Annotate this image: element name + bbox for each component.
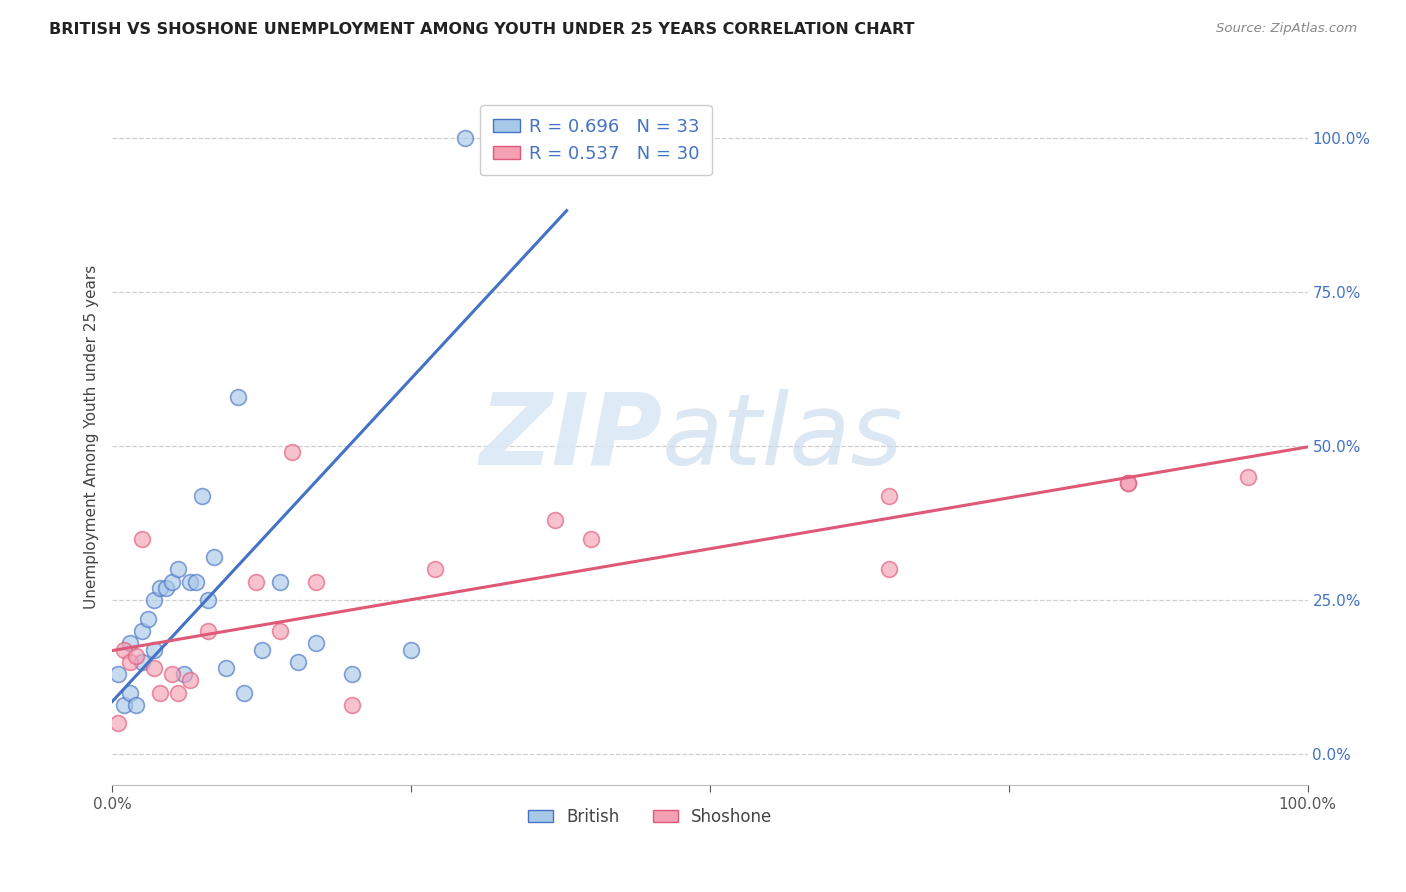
Point (167, 562, 190, 576)
Point (179, 673, 201, 688)
Point (114, 642, 135, 657)
Point (162, 667, 183, 681)
Point (226, 390, 249, 404)
Text: atlas: atlas (662, 389, 904, 485)
Text: ZIP: ZIP (479, 389, 662, 485)
Point (173, 667, 195, 681)
Point (107, 667, 129, 681)
Point (107, 716, 129, 731)
Point (120, 655, 142, 669)
Point (131, 624, 153, 638)
Point (305, 636, 328, 650)
Point (287, 655, 309, 669)
Point (149, 685, 172, 699)
Point (125, 648, 148, 663)
Y-axis label: Unemployment Among Youth under 25 years: Unemployment Among Youth under 25 years (83, 265, 98, 609)
Point (202, 550, 225, 565)
Point (555, 131, 578, 145)
Point (281, 445, 304, 459)
Point (125, 698, 148, 712)
Point (1118, 476, 1140, 491)
Point (138, 612, 160, 626)
Legend: British, Shoshone: British, Shoshone (522, 801, 779, 832)
Point (425, 562, 447, 576)
Point (1118, 476, 1140, 491)
Point (114, 698, 135, 712)
Point (879, 562, 901, 576)
Point (340, 667, 363, 681)
Point (269, 574, 291, 589)
Point (155, 581, 177, 595)
Point (1237, 470, 1260, 484)
Point (454, 131, 477, 145)
Text: BRITISH VS SHOSHONE UNEMPLOYMENT AMONG YOUTH UNDER 25 YEARS CORRELATION CHART: BRITISH VS SHOSHONE UNEMPLOYMENT AMONG Y… (49, 22, 915, 37)
Point (120, 685, 142, 699)
Point (489, 131, 512, 145)
Point (233, 685, 256, 699)
Point (131, 655, 153, 669)
Point (250, 642, 273, 657)
Point (167, 685, 190, 699)
Point (191, 489, 214, 503)
Point (245, 574, 267, 589)
Text: Source: ZipAtlas.com: Source: ZipAtlas.com (1216, 22, 1357, 36)
Point (143, 593, 166, 607)
Point (179, 574, 201, 589)
Point (120, 636, 142, 650)
Point (340, 698, 363, 712)
Point (543, 513, 565, 527)
Point (197, 624, 219, 638)
Point (143, 661, 166, 675)
Point (215, 661, 238, 675)
Point (131, 532, 153, 546)
Point (579, 532, 602, 546)
Point (401, 642, 423, 657)
Point (305, 574, 328, 589)
Point (520, 131, 543, 145)
Point (143, 642, 166, 657)
Point (879, 489, 901, 503)
Point (186, 574, 208, 589)
Point (197, 593, 219, 607)
Point (162, 574, 183, 589)
Point (269, 624, 291, 638)
Point (149, 581, 172, 595)
